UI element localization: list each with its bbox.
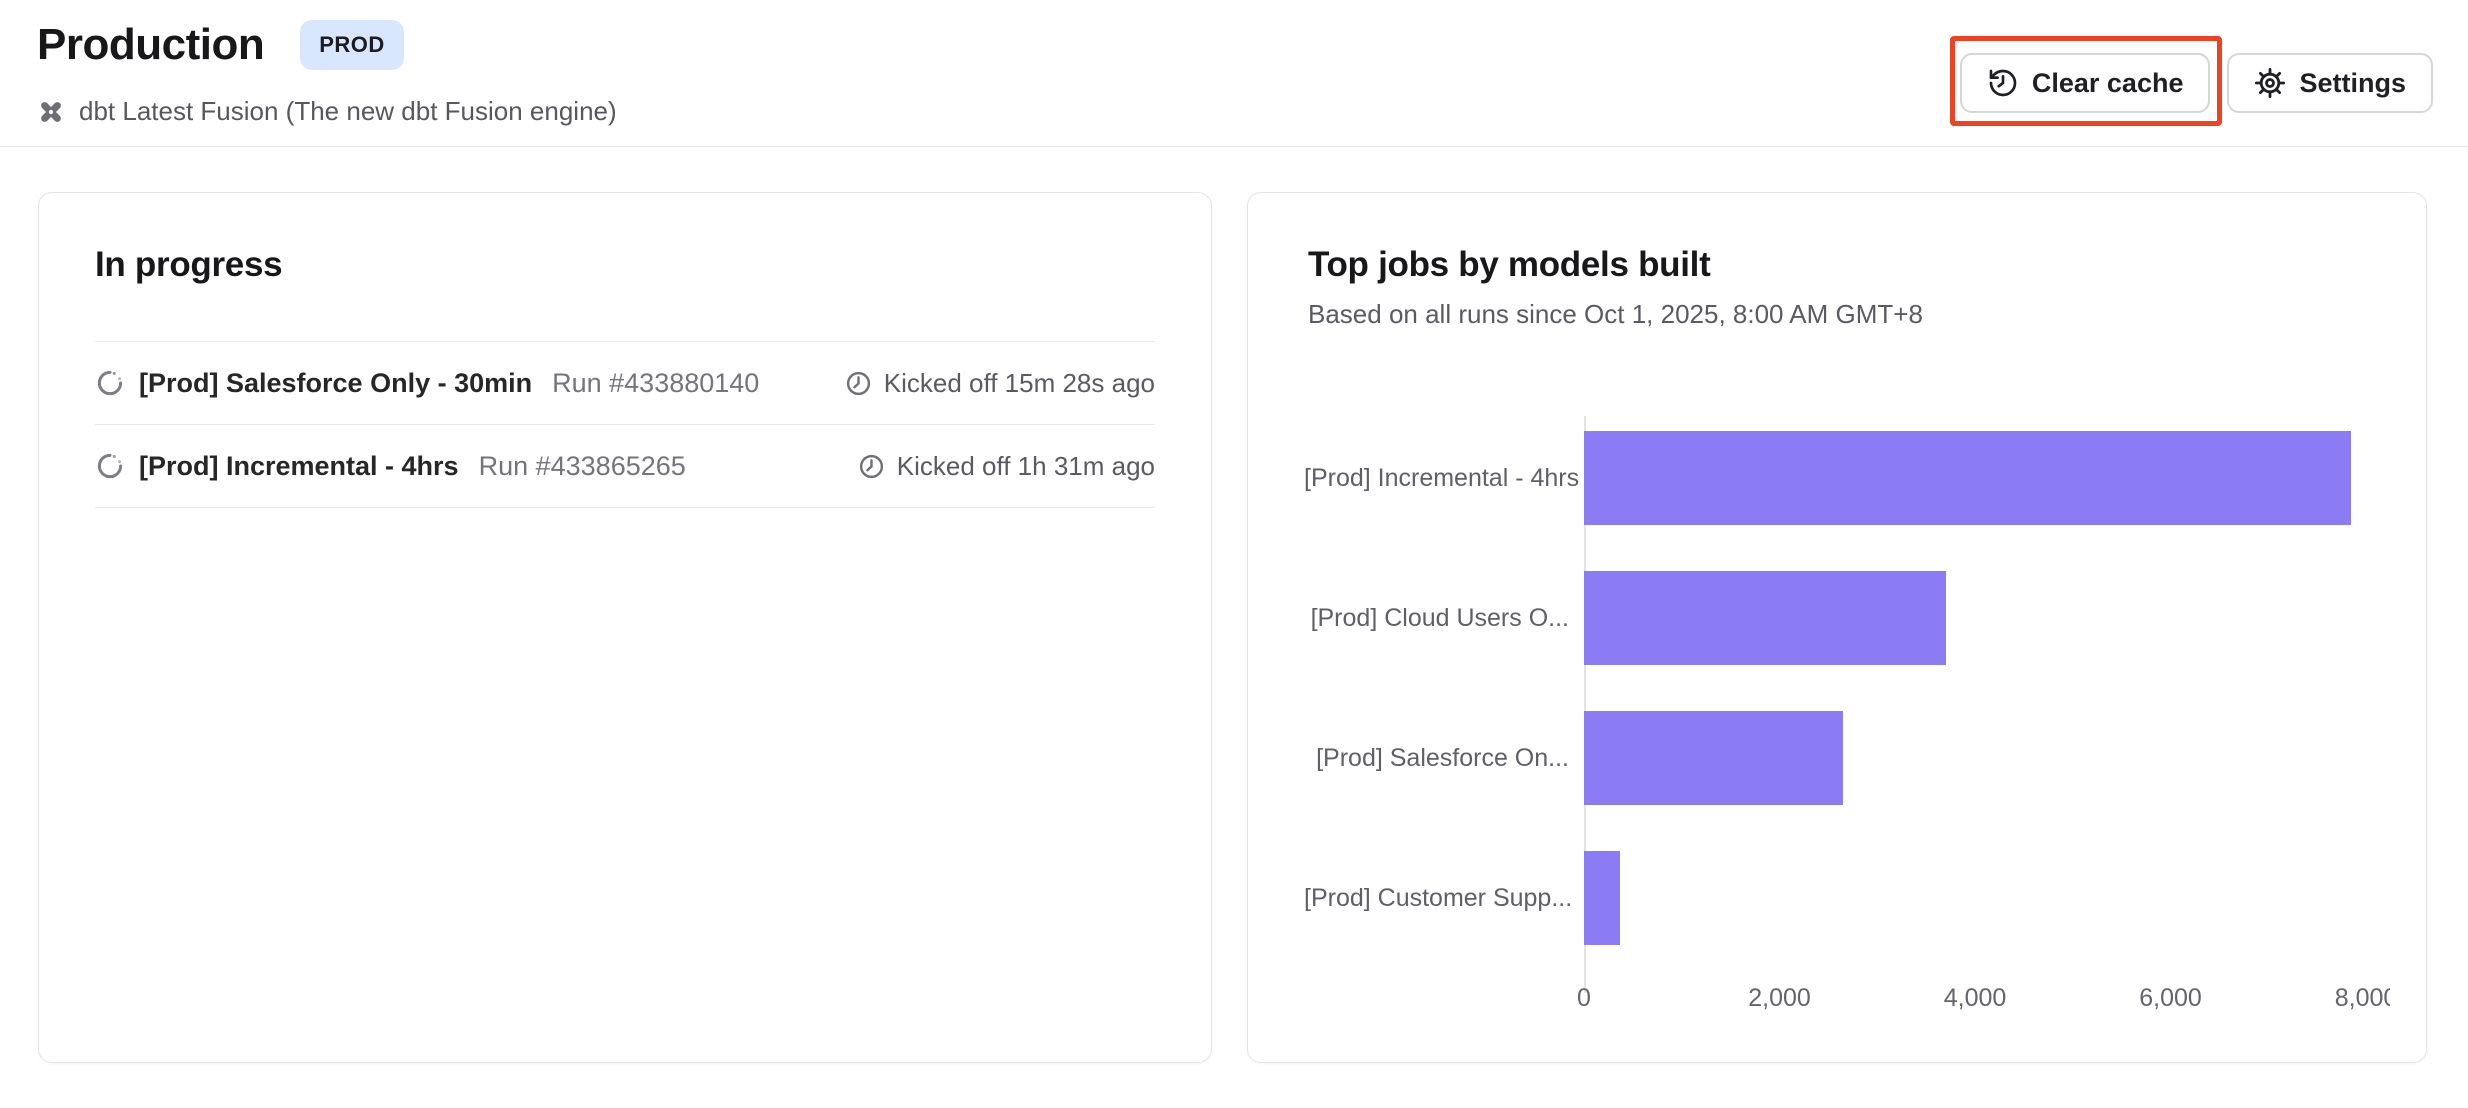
in-progress-list: [Prod] Salesforce Only - 30min Run #4338… bbox=[95, 341, 1155, 508]
top-jobs-chart-card: Top jobs by models built Based on all ru… bbox=[1247, 192, 2427, 1063]
x-tick-label: 6,000 bbox=[2139, 984, 2202, 1012]
y-axis-line bbox=[1584, 416, 1586, 993]
chart-subtitle: Based on all runs since Oct 1, 2025, 8:0… bbox=[1308, 299, 1923, 329]
engine-label: dbt Latest Fusion (The new dbt Fusion en… bbox=[79, 96, 617, 126]
chart-row: [Prod] Incremental - 4hrs bbox=[1304, 408, 2390, 548]
bar-track bbox=[1584, 571, 2366, 665]
chart-rows: [Prod] Incremental - 4hrs [Prod] Cloud U… bbox=[1304, 408, 2390, 968]
settings-label: Settings bbox=[2299, 67, 2406, 98]
run-number-link[interactable]: Run #433865265 bbox=[478, 450, 686, 481]
clear-cache-label: Clear cache bbox=[2031, 67, 2184, 98]
bar-track bbox=[1584, 711, 2366, 805]
chart-row: [Prod] Salesforce On... bbox=[1304, 688, 2390, 828]
clear-cache-button[interactable]: Clear cache bbox=[1959, 53, 2211, 113]
settings-button[interactable]: Settings bbox=[2227, 53, 2433, 113]
in-progress-title: In progress bbox=[95, 245, 283, 284]
category-label: [Prod] Salesforce On... bbox=[1316, 743, 1569, 772]
dbt-logo-icon bbox=[36, 97, 66, 127]
job-row[interactable]: [Prod] Salesforce Only - 30min Run #4338… bbox=[95, 342, 1155, 425]
spinner-icon bbox=[95, 451, 125, 481]
bar-chart: [Prod] Incremental - 4hrs [Prod] Cloud U… bbox=[1304, 408, 2390, 1048]
kicked-off-label: Kicked off 1h 31m ago bbox=[896, 450, 1155, 481]
bar[interactable] bbox=[1584, 431, 2352, 525]
x-tick-label: 8,000 bbox=[2334, 984, 2390, 1012]
spinner-icon bbox=[95, 368, 125, 398]
header-actions: Clear cache bbox=[1949, 36, 2433, 126]
bar-track bbox=[1584, 431, 2366, 525]
category-label: [Prod] Incremental - 4hrs bbox=[1304, 463, 1580, 492]
page-title: Production bbox=[37, 20, 265, 70]
x-tick-label: 2,000 bbox=[1748, 984, 1811, 1012]
bar[interactable] bbox=[1584, 571, 1946, 665]
job-name-link[interactable]: [Prod] Salesforce Only - 30min bbox=[139, 367, 533, 398]
env-badge: PROD bbox=[300, 20, 404, 71]
x-tick-label: 0 bbox=[1577, 984, 1591, 1012]
clock-icon bbox=[857, 452, 886, 481]
clock-icon bbox=[844, 369, 873, 398]
chart-title: Top jobs by models built bbox=[1308, 245, 1711, 284]
bar-track bbox=[1584, 851, 2366, 945]
kicked-off-status: Kicked off 1h 31m ago bbox=[857, 451, 1155, 482]
bar[interactable] bbox=[1584, 851, 1621, 945]
history-icon bbox=[1987, 67, 2019, 99]
x-axis-ticks: 0 2,000 4,000 6,000 8,000 bbox=[1577, 984, 2390, 1020]
chart-row: [Prod] Cloud Users O... bbox=[1304, 548, 2390, 688]
in-progress-card: In progress [Prod] Salesforce Only - 30m… bbox=[38, 192, 1212, 1063]
header-divider bbox=[0, 146, 2468, 147]
bar[interactable] bbox=[1584, 711, 1844, 805]
run-number-link[interactable]: Run #433880140 bbox=[552, 367, 760, 398]
kicked-off-status: Kicked off 15m 28s ago bbox=[844, 368, 1155, 399]
kicked-off-label: Kicked off 15m 28s ago bbox=[883, 367, 1155, 398]
category-label: [Prod] Cloud Users O... bbox=[1310, 603, 1569, 632]
job-name-link[interactable]: [Prod] Incremental - 4hrs bbox=[139, 450, 459, 481]
gear-icon bbox=[2254, 67, 2286, 99]
x-tick-label: 4,000 bbox=[1943, 984, 2007, 1012]
chart-row: [Prod] Customer Supp... bbox=[1304, 828, 2390, 968]
job-row[interactable]: [Prod] Incremental - 4hrs Run #433865265… bbox=[95, 425, 1155, 508]
category-label: [Prod] Customer Supp... bbox=[1304, 883, 1573, 912]
